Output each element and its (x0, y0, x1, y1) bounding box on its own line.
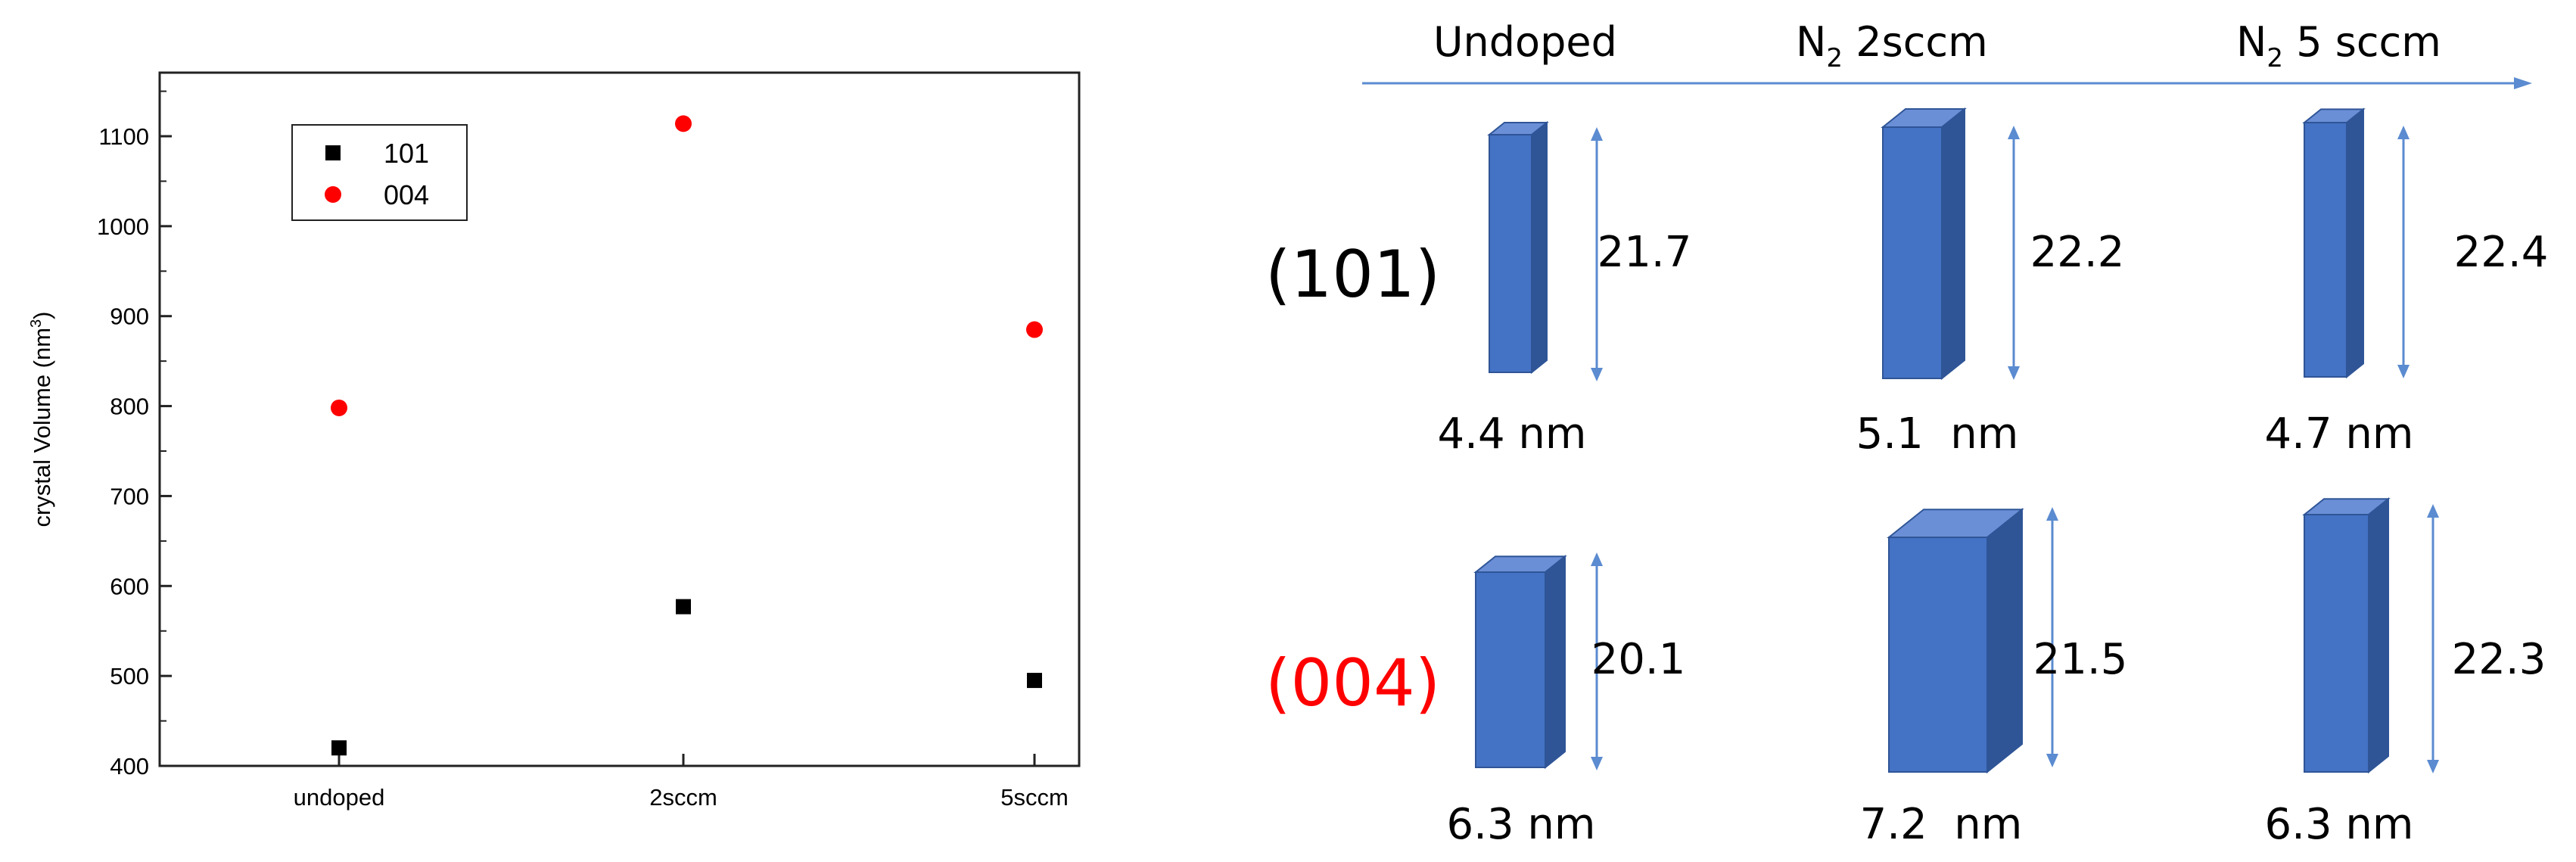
point-101-5sccm (1027, 673, 1042, 689)
height-label-101-undoped: 21.7 (1598, 228, 1692, 277)
dimension-labels: 21.7 22.2 22.4 20.1 21.5 22.3 4.4 nm 5.1… (1438, 228, 2549, 849)
y-axis-label-sup: 3 (28, 319, 45, 328)
arrow-head-up (1591, 552, 1603, 566)
crystal-box-101-2sccm (1881, 107, 1967, 381)
legend: 101 004 (291, 124, 468, 221)
crystal-boxes (1473, 107, 2439, 774)
x-axis: undoped 2sccm 5sccm (294, 754, 1069, 811)
arrow-head-down (2397, 365, 2410, 378)
crystal-box-101-5sccm (2302, 107, 2366, 379)
crystal-box-101-undoped (1487, 120, 1549, 375)
height-arrow-004-2sccm (2046, 507, 2058, 767)
arrow-head-down (2008, 366, 2020, 380)
point-004-5sccm (1026, 321, 1043, 338)
arrow-head-up (2397, 126, 2410, 139)
height-label-004-undoped: 20.1 (1591, 635, 1686, 684)
box-side (2368, 497, 2389, 774)
data-points (331, 115, 1043, 756)
row-label-101: (101) (1265, 237, 1440, 313)
scatter-chart: 400 500 600 700 800 900 1000 1100 undoped 2sccm 5… (28, 71, 1081, 811)
row-label-004: (004) (1265, 646, 1440, 721)
width-label-004-undoped: 6.3 nm (1447, 800, 1596, 849)
crystal-size-diagram: Undoped N2 2sccm N2 5 sccm (101) (004) 2… (1265, 18, 2548, 849)
arrow-head-up (2427, 504, 2439, 518)
y-tick-label: 1100 (98, 123, 149, 150)
box-front (1489, 134, 1532, 373)
crystal-box-004-5sccm (2302, 497, 2391, 774)
box-front (2304, 122, 2347, 378)
y-tick-label: 500 (110, 663, 149, 689)
y-axis-label-text: crystal Volume (nm (29, 328, 55, 527)
height-label-004-5sccm: 22.3 (2452, 635, 2546, 684)
height-arrow-101-5sccm (2397, 126, 2410, 378)
box-front (1475, 571, 1546, 768)
column-header-undoped: Undoped (1433, 18, 1617, 66)
point-101-2sccm (676, 599, 691, 615)
x-tick-label: 5sccm (1000, 784, 1069, 811)
box-front (1888, 537, 1988, 773)
box-front (1882, 126, 1943, 379)
box-side (1531, 120, 1548, 375)
top-axis-arrowhead (2514, 77, 2532, 89)
x-tick-label: 2sccm (649, 784, 717, 811)
arrow-head-down (2046, 754, 2058, 767)
plot-frame (158, 71, 1081, 767)
column-header-n2-2sccm: N2 2sccm (1796, 18, 1988, 73)
height-label-004-2sccm: 21.5 (2033, 635, 2128, 684)
height-label-101-5sccm: 22.4 (2454, 228, 2549, 277)
box-side (1545, 555, 1566, 770)
height-arrow-101-2sccm (2008, 126, 2020, 380)
y-tick-label: 700 (110, 483, 149, 509)
width-label-004-5sccm: 6.3 nm (2265, 800, 2414, 849)
arrow-head-up (2046, 507, 2058, 521)
point-101-undoped (331, 740, 347, 756)
y-tick-label: 600 (110, 573, 149, 599)
arrow-head-up (2008, 126, 2020, 139)
height-label-101-2sccm: 22.2 (2030, 228, 2125, 277)
y-axis-label-end: ) (29, 311, 55, 319)
crystal-box-004-undoped (1473, 555, 1567, 770)
y-tick-label: 400 (110, 753, 149, 780)
width-label-004-2sccm: 7.2 nm (1860, 800, 2023, 849)
width-label-101-5sccm: 4.7 nm (2265, 409, 2414, 459)
height-arrow-004-undoped (1591, 552, 1603, 770)
y-axis-label: crystal Volume (nm3) (28, 311, 55, 527)
y-tick-label: 800 (110, 394, 149, 420)
width-label-101-undoped: 4.4 nm (1438, 409, 1587, 459)
box-side (1986, 508, 2023, 774)
y-tick-label: 900 (110, 303, 149, 330)
arrow-head-down (1591, 757, 1603, 770)
point-004-2sccm (675, 115, 692, 132)
height-arrow-004-5sccm (2427, 504, 2439, 773)
legend-marker-101 (325, 145, 341, 160)
legend-label-101: 101 (384, 138, 429, 169)
width-label-101-2sccm: 5.1 nm (1856, 409, 2019, 459)
crystal-box-004-2sccm (1887, 508, 2024, 774)
arrow-head-down (2427, 760, 2439, 773)
arrow-head-up (1591, 127, 1603, 141)
legend-label-004: 004 (384, 179, 429, 210)
legend-marker-004 (325, 186, 341, 203)
arrow-head-down (1591, 368, 1603, 381)
height-arrow-101-undoped (1591, 127, 1603, 381)
legend-box (291, 124, 468, 221)
point-004-undoped (331, 399, 347, 416)
box-side (1941, 107, 1965, 381)
box-side (2346, 107, 2364, 379)
y-axis: 400 500 600 700 800 900 1000 1100 (97, 90, 172, 780)
column-header-n2-5sccm: N2 5 sccm (2236, 18, 2441, 73)
box-front (2304, 514, 2369, 773)
y-tick-label: 1000 (97, 213, 149, 240)
x-tick-label: undoped (294, 784, 385, 811)
